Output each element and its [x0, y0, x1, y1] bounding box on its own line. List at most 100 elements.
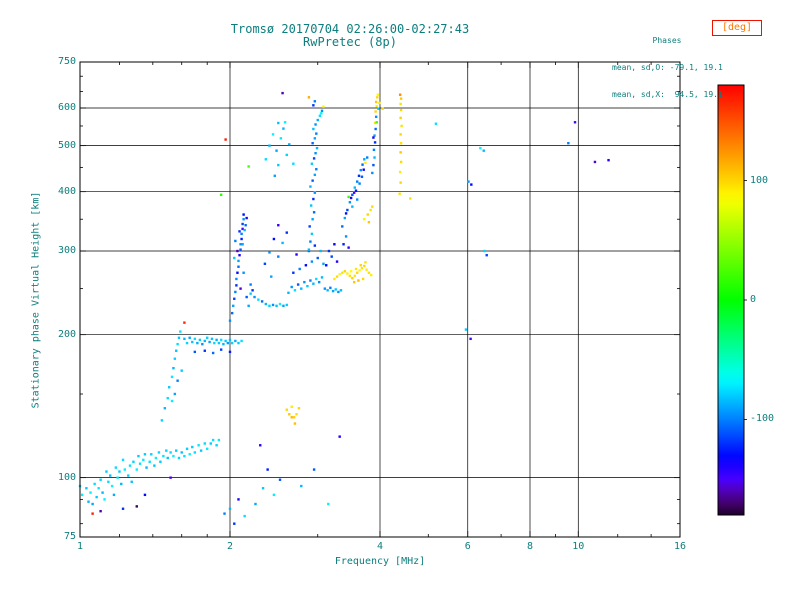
scatter-point — [183, 454, 186, 458]
scatter-point — [309, 240, 312, 243]
scatter-point — [163, 407, 167, 410]
scatter-point — [135, 505, 138, 508]
scatter-point — [355, 198, 359, 201]
scatter-point — [234, 290, 237, 294]
scatter-point — [143, 493, 147, 497]
scatter-point — [372, 148, 376, 152]
scatter-point — [365, 156, 369, 159]
scatter-point — [309, 279, 312, 282]
scatter-point — [177, 456, 181, 460]
scatter-point — [346, 208, 349, 212]
scatter-point — [179, 330, 182, 333]
scatter-point — [315, 132, 318, 135]
scatter-point — [282, 127, 285, 130]
y-tick-label: 750 — [57, 56, 76, 67]
scatter-point — [242, 271, 245, 274]
scatter-point — [177, 336, 181, 339]
scatter-point — [242, 213, 245, 216]
phases-header: Phases — [652, 36, 682, 45]
scatter-point — [312, 282, 315, 285]
scatter-point — [257, 298, 260, 301]
y-axis-title: Stationary phase Virtual Height [km] — [30, 191, 42, 409]
scatter-point — [351, 276, 354, 280]
scatter-point — [470, 183, 473, 186]
scatter-point — [319, 249, 322, 253]
scatter-point — [266, 468, 269, 471]
scatter-point — [165, 449, 168, 452]
scatter-point — [323, 287, 327, 290]
scatter-point — [180, 369, 183, 372]
scatter-point — [311, 141, 314, 145]
scatter-point — [361, 163, 364, 166]
scatter-point — [333, 277, 336, 281]
scatter-point — [363, 264, 366, 268]
scatter-point — [247, 304, 250, 308]
scatter-point — [316, 118, 319, 122]
scatter-point — [93, 482, 96, 486]
scatter-point — [399, 97, 403, 100]
scatter-point — [312, 197, 315, 201]
scatter-point — [217, 341, 221, 345]
scatter-point — [215, 338, 218, 342]
scatter-point — [312, 157, 316, 160]
scatter-point — [373, 141, 377, 144]
scatter-point — [80, 493, 84, 497]
scatter-point — [398, 93, 402, 96]
scatter-point — [170, 399, 174, 403]
scatter-point — [283, 121, 287, 124]
scatter-point — [317, 280, 321, 284]
scatter-point — [285, 408, 288, 411]
scatter-point — [95, 495, 98, 499]
scatter-point — [290, 416, 293, 419]
x-tick-label: 6 — [464, 541, 471, 552]
scatter-point — [101, 491, 104, 494]
colorbar-units-label: [deg] — [712, 20, 762, 36]
scatter-point — [272, 237, 276, 241]
scatter-point — [310, 232, 314, 236]
scatter-point — [363, 158, 366, 161]
scatter-point — [176, 379, 179, 382]
y-tick-label: 600 — [57, 102, 76, 114]
scatter-point — [333, 243, 336, 246]
scatter-point — [303, 280, 306, 284]
scatter-point — [224, 339, 227, 343]
scatter-point — [277, 163, 280, 167]
scatter-point — [293, 289, 297, 292]
scatter-point — [314, 123, 317, 126]
scatter-point — [277, 255, 280, 258]
scatter-point — [344, 212, 348, 215]
scatter-point — [346, 272, 349, 275]
scatter-point — [130, 480, 133, 484]
scatter-point — [353, 274, 356, 278]
scatter-point — [211, 351, 215, 355]
scatter-point — [338, 435, 341, 438]
scatter-point — [137, 454, 140, 458]
scatter-point — [298, 267, 301, 271]
scatter-point — [121, 507, 125, 510]
scatter-point — [281, 91, 284, 95]
scatter-point — [352, 280, 356, 284]
scatter-point — [314, 152, 317, 155]
scatter-point — [142, 458, 145, 462]
scatter-point — [325, 264, 328, 267]
scatter-point — [567, 141, 570, 145]
scatter-point — [315, 146, 319, 150]
scatter-point — [360, 175, 364, 178]
scatter-point — [290, 405, 293, 408]
scatter-point — [176, 342, 179, 346]
scatter-point — [318, 114, 322, 117]
scatter-point — [205, 447, 209, 451]
scatter-point — [233, 522, 236, 525]
scatter-point — [330, 255, 333, 258]
scatter-point — [369, 273, 373, 277]
scatter-point — [203, 339, 206, 343]
scatter-point — [313, 100, 317, 103]
scatter-point — [374, 115, 378, 119]
scatter-point — [278, 302, 282, 306]
scatter-point — [223, 512, 226, 515]
scatter-point — [312, 468, 316, 471]
colorbar-tick-label: -100 — [750, 413, 775, 425]
scatter-point — [343, 270, 347, 273]
scatter-point — [354, 189, 358, 192]
